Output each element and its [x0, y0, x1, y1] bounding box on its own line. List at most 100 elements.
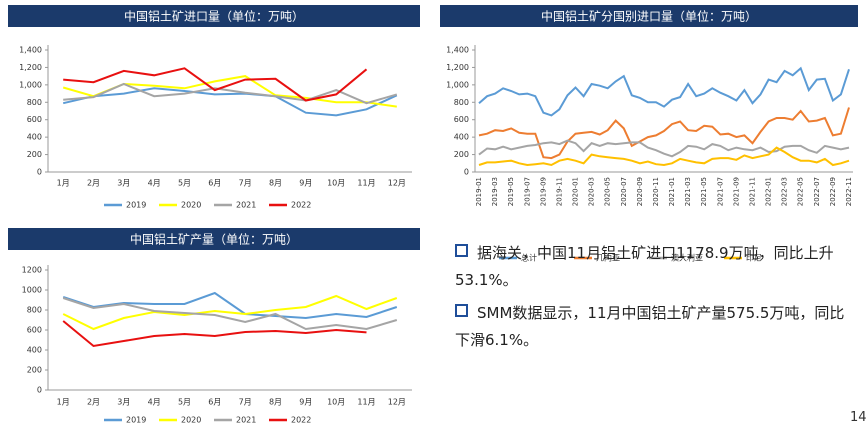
- series-line: [478, 139, 850, 158]
- y-tick-label: 1,200: [19, 63, 42, 72]
- legend-label: 总计: [521, 253, 537, 263]
- x-tick-label: 1月: [57, 179, 70, 188]
- x-tick-label: 2021-11: [748, 177, 756, 206]
- series-line: [62, 294, 398, 331]
- y-tick-label: 800: [27, 306, 42, 315]
- x-tick-label: 6月: [208, 398, 221, 407]
- y-tick-label: 200: [27, 366, 42, 375]
- series-line: [63, 82, 398, 105]
- title-bar: [440, 5, 858, 27]
- y-tick-label: 1,200: [446, 63, 469, 72]
- x-tick-label: 2021-09: [732, 177, 740, 206]
- y-tick-label: 1200: [22, 266, 42, 275]
- x-tick-label: 2020-05: [604, 177, 612, 206]
- y-tick-label: 600: [454, 115, 469, 124]
- series-line: [478, 107, 850, 160]
- x-tick-label: 2019-09: [539, 177, 547, 206]
- legend-label: 澳大利亚: [671, 253, 703, 263]
- x-tick-label: 2020-09: [636, 177, 644, 206]
- title-bar: [8, 228, 420, 250]
- x-tick-label: 2021-05: [700, 177, 708, 206]
- chart-title: 中国铝土矿产量（单位：万吨）: [130, 232, 298, 247]
- x-tick-label: 2022-03: [781, 177, 789, 206]
- x-tick-label: 8月: [269, 179, 282, 188]
- x-tick-label: 12月: [388, 179, 406, 188]
- x-tick-label: 3月: [117, 398, 130, 407]
- y-tick-label: 1000: [22, 286, 42, 295]
- x-tick-label: 2021-03: [684, 177, 692, 206]
- chart-title: 中国铝土矿分国别进口量（单位：万吨）: [541, 9, 757, 24]
- legend-label: 印尼: [746, 254, 762, 263]
- x-tick-label: 2021-01: [668, 177, 676, 206]
- x-tick-label: 12月: [388, 398, 406, 407]
- x-tick-label: 2019-03: [491, 177, 499, 206]
- y-tick-label: 600: [27, 115, 42, 124]
- series-line: [62, 297, 398, 331]
- x-tick-label: 2019-01: [475, 177, 483, 206]
- x-tick-label: 2020-11: [652, 177, 660, 206]
- series-line: [62, 320, 367, 348]
- series-line: [63, 67, 368, 102]
- y-tick-label: 400: [454, 133, 469, 142]
- x-tick-label: 2019-11: [555, 177, 563, 206]
- y-tick-label: 1,400: [446, 46, 469, 55]
- x-tick-label: 7月: [239, 398, 252, 407]
- x-tick-label: 2020-01: [572, 177, 580, 206]
- bullet-text: 据海关，中国11月铝土矿进口1178.9万吨，同比上升53.1%。: [455, 244, 834, 289]
- legend-label: 几内亚: [596, 253, 620, 263]
- y-tick-label: 800: [454, 98, 469, 107]
- legend-label: 2020: [181, 201, 201, 210]
- legend-label: 2020: [181, 416, 201, 425]
- x-tick-label: 2019-07: [523, 177, 531, 206]
- y-tick-label: 400: [27, 346, 42, 355]
- page-number: 14: [850, 410, 867, 425]
- x-tick-label: 2022-11: [845, 177, 853, 206]
- x-tick-label: 5月: [178, 179, 191, 188]
- y-tick-label: 0: [37, 168, 42, 177]
- series-line: [62, 87, 398, 117]
- x-tick-label: 2022-01: [765, 177, 773, 206]
- x-tick-label: 2019-05: [507, 177, 515, 206]
- x-tick-label: 10月: [327, 398, 345, 407]
- y-tick-label: 600: [27, 326, 42, 335]
- x-tick-label: 11月: [357, 179, 375, 188]
- y-tick-label: 800: [27, 98, 42, 107]
- y-tick-label: 200: [454, 150, 469, 159]
- x-tick-label: 9月: [299, 398, 312, 407]
- y-tick-label: 1,000: [446, 80, 469, 89]
- x-tick-label: 8月: [269, 398, 282, 407]
- bullet: 据海关，中国11月铝土矿进口1178.9万吨，同比上升53.1%。: [455, 240, 850, 294]
- y-tick-label: 200: [27, 150, 42, 159]
- series-line: [478, 66, 850, 117]
- legend-label: 2019: [126, 201, 146, 210]
- legend-label: 2022: [291, 201, 311, 210]
- x-tick-label: 2022-09: [829, 177, 837, 206]
- legend-label: 2019: [126, 416, 146, 425]
- x-tick-label: 2020-07: [620, 177, 628, 206]
- y-tick-label: 0: [464, 168, 469, 177]
- x-tick-label: 2022-07: [813, 177, 821, 206]
- x-tick-label: 6月: [208, 179, 221, 188]
- legend-label: 2022: [291, 416, 311, 425]
- y-tick-label: 1,400: [19, 46, 42, 55]
- x-tick-label: 3月: [117, 179, 130, 188]
- y-tick-label: 400: [27, 133, 42, 142]
- series-line: [478, 146, 850, 167]
- x-tick-label: 2021-07: [716, 177, 724, 206]
- bullet-text: SMM数据显示，11月中国铝土矿产量575.5万吨，同比下滑6.1%。: [455, 304, 845, 349]
- title-bar: [8, 5, 420, 27]
- x-tick-label: 9月: [299, 179, 312, 188]
- bullet: SMM数据显示，11月中国铝土矿产量575.5万吨，同比下滑6.1%。: [455, 300, 850, 354]
- y-tick-label: 0: [37, 386, 42, 395]
- x-tick-label: 7月: [239, 179, 252, 188]
- x-tick-label: 4月: [148, 398, 161, 407]
- x-tick-label: 2020-03: [588, 177, 596, 206]
- x-tick-label: 2月: [87, 398, 100, 407]
- chart-title: 中国铝土矿进口量（单位：万吨）: [124, 9, 304, 24]
- y-tick-label: 1,000: [19, 80, 42, 89]
- x-tick-label: 2月: [87, 179, 100, 188]
- x-tick-label: 5月: [178, 398, 191, 407]
- legend-label: 2021: [236, 416, 256, 425]
